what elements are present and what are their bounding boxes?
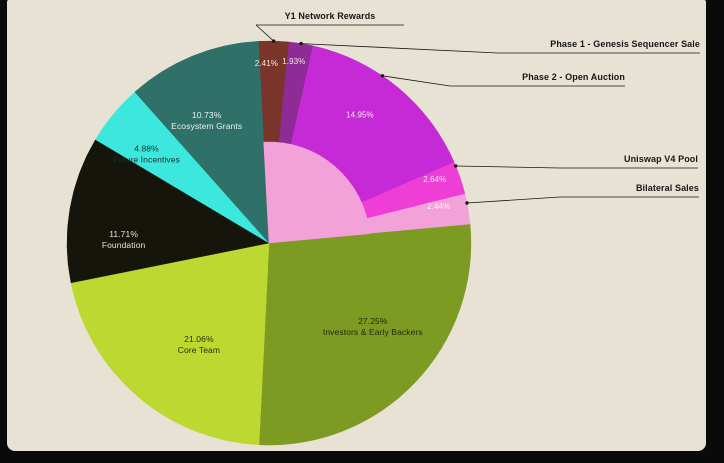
slice-percent-label: 27.25% [358,316,388,326]
slice-percent-label: 2.64% [423,175,446,184]
callout-anchor-dot [465,201,469,205]
slice-name-label: Ecosystem Grants [171,121,242,131]
callout-anchor-dot [454,164,458,168]
slice-percent-label: 1.93% [282,57,305,66]
slice-name-label: Future Incentives [113,154,180,164]
slice-percent-label: 11.71% [109,229,138,239]
pie-slice-core-team [70,242,270,446]
callout-anchor-dot [272,39,276,43]
callout-anchor-dot [380,74,385,78]
callout-label-bilateral-sales: Bilateral Sales [636,183,699,193]
slice-name-label: Foundation [102,240,146,250]
callout-label-phase-1-genesis-sequencer-sale: Phase 1 - Genesis Sequencer Sale [550,39,700,49]
callout-anchor-dot [299,41,303,46]
inner-highlight-sector [263,141,370,244]
slice-name-label: Investors & Early Backers [323,327,423,337]
slice-name-label: Core Team [178,345,220,355]
callout-leader-line [382,75,451,87]
slice-percent-label: 2.44% [427,202,450,211]
slice-percent-label: 21.06% [184,334,214,344]
callout-label-y1-network-rewards: Y1 Network Rewards [285,11,376,21]
pie-slice-ecosystem-grants [134,41,270,244]
slice-percent-label: 14.95% [346,110,374,119]
callout-label-uniswap-v4-pool: Uniswap V4 Pool [624,154,698,164]
pie-slice-investors-early-backers [258,224,472,446]
callout-leader-line [255,24,274,42]
callout-label-phase-2-open-auction: Phase 2 - Open Auction [522,72,625,82]
slice-percent-label: 4.88% [134,143,159,153]
callout-leader-line [455,165,561,169]
callout-leader-line [301,43,499,54]
slice-percent-label: 2.41% [255,59,278,68]
pie-slice-foundation [66,139,270,284]
slice-percent-label: 10.73% [192,110,222,120]
callout-leader-line [466,196,561,204]
